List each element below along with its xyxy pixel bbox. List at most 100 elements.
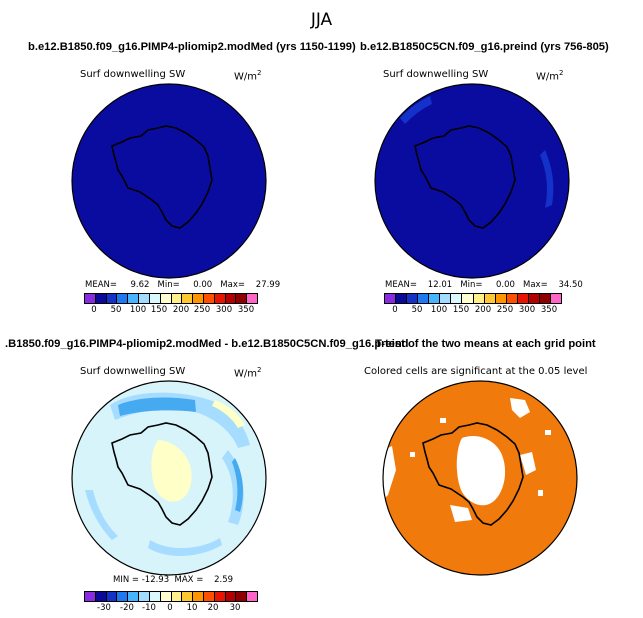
colorbar-swatch (247, 592, 257, 601)
panel2-variable: Surf downwelling SW (383, 69, 489, 80)
cb3-tick: 30 (229, 603, 241, 613)
cb2-tick: 300 (518, 305, 536, 315)
colorbar-swatch (418, 294, 430, 303)
colorbar-swatch (396, 294, 408, 303)
cb1-tick: 250 (193, 305, 211, 315)
panel3-stats: MIN = -12.93 MAX = 2.59 (113, 575, 234, 585)
cb3-tick: 0 (167, 603, 173, 613)
panel2-globe (374, 83, 570, 279)
panel4-nonsignificant-region (510, 398, 530, 418)
colorbar-swatch (149, 294, 161, 303)
cb1-tick: 200 (172, 305, 190, 315)
cb1-tick: 100 (129, 305, 147, 315)
colorbar-swatch (117, 294, 129, 303)
colorbar-swatch (149, 592, 161, 601)
colorbar-swatch (171, 592, 183, 601)
panel3-colorbar (84, 591, 258, 602)
panel1-colorbar-labels: 0 50 100 150 200 250 300 350 (84, 305, 256, 317)
colorbar-swatch (203, 294, 215, 303)
cb2-tick: 150 (452, 305, 470, 315)
colorbar-swatch (484, 294, 496, 303)
cb2-tick: 200 (474, 305, 492, 315)
colorbar-swatch (517, 294, 529, 303)
colorbar-swatch (451, 294, 463, 303)
panel1-stats: MEAN= 9.62 Min= 0.00 Max= 27.99 (85, 280, 281, 290)
panel3-negative-region (232, 458, 243, 512)
panel3-positive-region (212, 400, 245, 428)
colorbar-swatch (225, 294, 237, 303)
figure-title: JJA (310, 10, 333, 30)
panel4-subtitle: Colored cells are significant at the 0.0… (364, 366, 588, 377)
panel3-title: .B1850.f09_g16.PIMP4-pliomip2.modMed - b… (5, 338, 409, 350)
panel1-units: W/m2 (234, 69, 262, 83)
panel3-positive-region (151, 440, 192, 502)
colorbar-swatch (462, 294, 474, 303)
colorbar-swatch (225, 592, 237, 601)
colorbar-swatch (247, 294, 257, 303)
cb1-tick: 300 (215, 305, 233, 315)
panel2-colorbar (384, 293, 562, 304)
colorbar-swatch (203, 592, 215, 601)
colorbar-swatch (160, 294, 172, 303)
panel1-globe (71, 83, 267, 279)
cb2-tick: 250 (496, 305, 514, 315)
cb3-tick: -20 (120, 603, 134, 613)
colorbar-swatch (506, 294, 518, 303)
cb2-tick: 350 (540, 305, 558, 315)
panel3-negative-region (118, 397, 196, 416)
panel3-negative-region (85, 490, 118, 540)
panel2-colorbar-labels: 0 50 100 150 200 250 300 350 (384, 305, 560, 317)
cb2-tick: 100 (430, 305, 448, 315)
colorbar-swatch (128, 592, 140, 601)
cb1-tick: 0 (91, 305, 97, 315)
panel1-variable: Surf downwelling SW (80, 69, 186, 80)
colorbar-swatch (407, 294, 419, 303)
colorbar-swatch (160, 592, 172, 601)
cb3-tick: 10 (186, 603, 198, 613)
colorbar-swatch (171, 294, 183, 303)
colorbar-swatch (182, 592, 194, 601)
colorbar-swatch (117, 592, 129, 601)
colorbar-swatch (385, 294, 397, 303)
colorbar-swatch (182, 294, 194, 303)
cb3-tick: -10 (142, 603, 156, 613)
panel1-title: b.e12.B1850.f09_g16.PIMP4-pliomip2.modMe… (28, 41, 356, 53)
colorbar-swatch (193, 592, 204, 601)
colorbar-swatch (528, 294, 540, 303)
panel3-antarctica-outline (111, 422, 213, 526)
panel1-antarctica-outline (111, 125, 213, 229)
colorbar-swatch (236, 294, 248, 303)
colorbar-swatch (473, 294, 485, 303)
colorbar-swatch (495, 294, 507, 303)
cb1-tick: 350 (237, 305, 255, 315)
panel4-antarctica-outline (422, 422, 524, 526)
colorbar-swatch (85, 294, 96, 303)
colorbar-swatch (193, 294, 204, 303)
panel2-units: W/m2 (536, 69, 564, 83)
panel3-units: W/m2 (234, 366, 262, 380)
colorbar-swatch (95, 592, 107, 601)
colorbar-swatch (539, 294, 551, 303)
cb1-tick: 150 (150, 305, 168, 315)
colorbar-swatch (106, 294, 118, 303)
cb3-tick: 20 (207, 603, 219, 613)
panel3-variable: Surf downwelling SW (80, 366, 186, 377)
panel4-nonsignificant-region (383, 446, 396, 500)
colorbar-swatch (429, 294, 441, 303)
panel4-nonsignificant-cell (538, 490, 543, 496)
panel2-edge-band (400, 96, 432, 124)
panel1-colorbar (84, 293, 258, 304)
panel4-nonsignificant-region (456, 435, 506, 506)
panel4-nonsignificant-region (450, 505, 472, 522)
panel4-title: T-test of the two means at each grid poi… (375, 338, 596, 350)
colorbar-swatch (95, 294, 107, 303)
colorbar-swatch (440, 294, 452, 303)
cb3-tick: -30 (97, 603, 111, 613)
panel4-nonsignificant-cell (545, 430, 551, 435)
panel3-colorbar-labels: -30 -20 -10 0 10 20 30 (84, 603, 256, 615)
panel2-stats: MEAN= 12.01 Min= 0.00 Max= 34.50 (385, 280, 583, 290)
panel2-edge-band (540, 150, 554, 208)
